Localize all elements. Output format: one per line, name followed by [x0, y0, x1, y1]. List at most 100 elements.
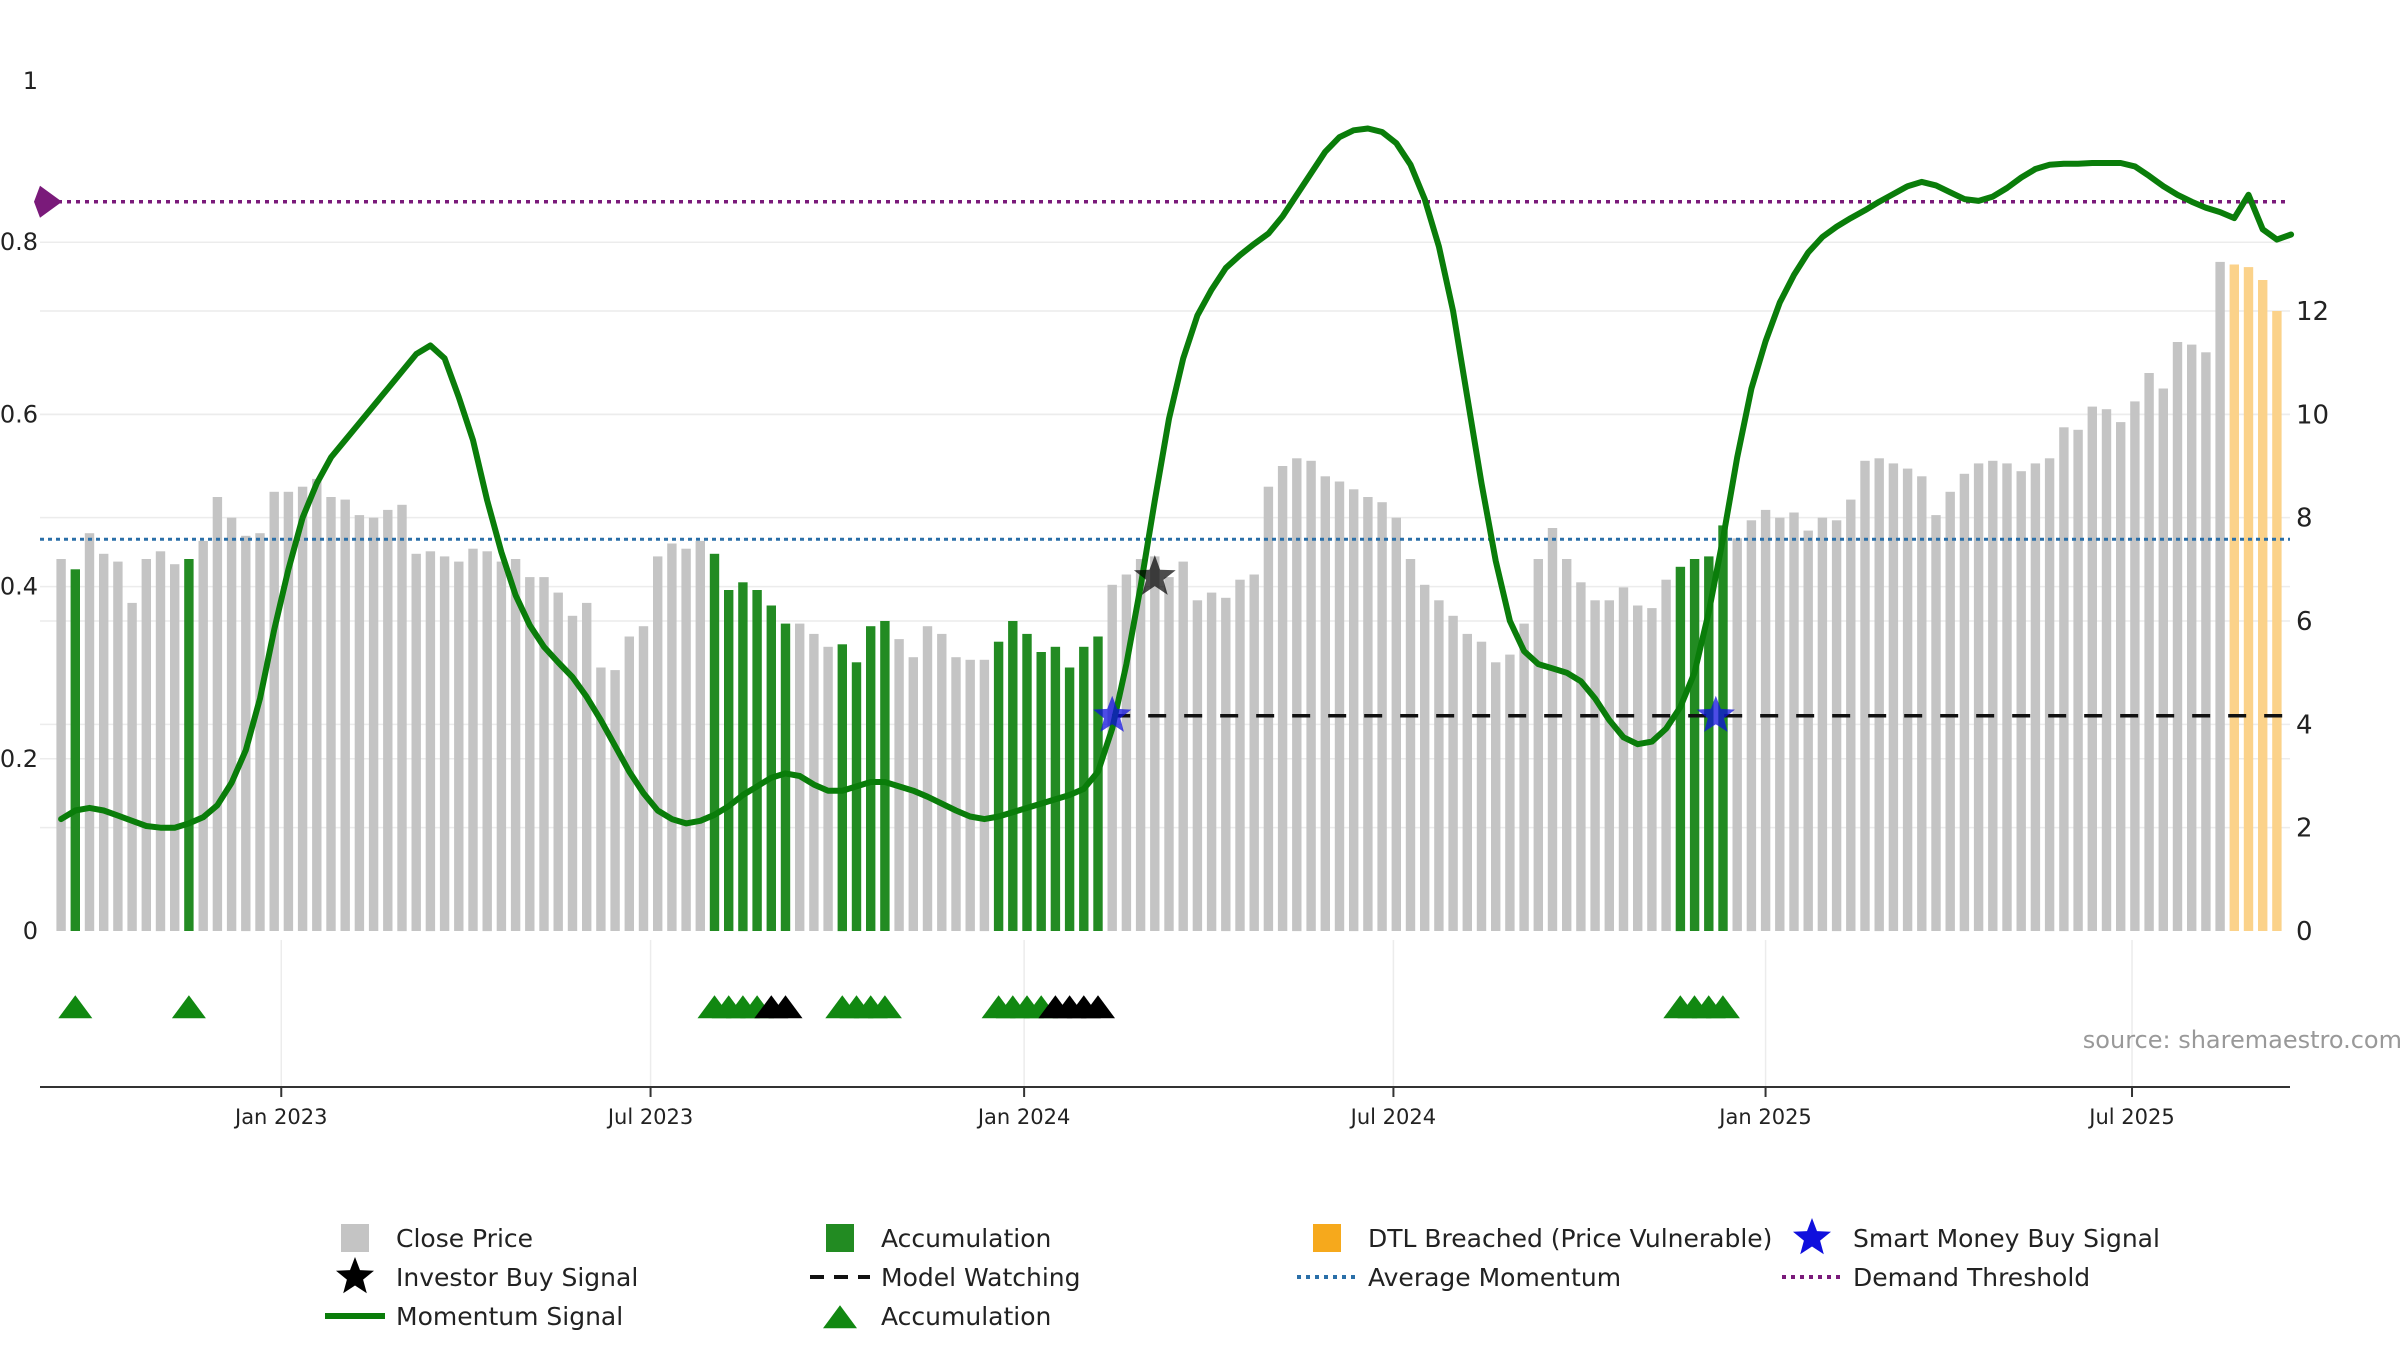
close-price-bar — [1661, 579, 1671, 931]
close-price-bar — [2002, 463, 2012, 931]
legend-label: Average Momentum — [1368, 1263, 1621, 1292]
legend-smart-money-star-icon — [1793, 1218, 1831, 1255]
legend-item[interactable]: Momentum Signal — [325, 1302, 623, 1331]
close-price-bar — [1931, 515, 1941, 931]
close-price-bar — [1547, 528, 1558, 931]
close-price-bar — [1562, 559, 1572, 931]
close-price-bar — [1391, 517, 1401, 931]
legend-accumulation-triangle-icon — [823, 1305, 857, 1329]
close-price-bar — [610, 670, 620, 931]
close-price-bar — [525, 577, 535, 931]
legend-item[interactable]: Accumulation — [823, 1302, 1051, 1331]
close-price-bar — [1775, 517, 1785, 931]
close-price-bar — [1192, 600, 1203, 931]
x-axis-tick-label: Jul 2024 — [1349, 1105, 1436, 1129]
close-price-bar — [1448, 615, 1458, 931]
close-price-bar — [1817, 517, 1828, 931]
close-price-bar — [368, 517, 379, 931]
right-axis-tick-label: 6 — [2296, 607, 2313, 637]
close-price-bar — [1945, 491, 1955, 931]
close-price-bar — [1292, 458, 1302, 932]
momentum-signal-line — [58, 125, 2295, 831]
close-price-bar — [1505, 654, 1515, 931]
close-price-bar — [510, 559, 521, 931]
close-price-bar — [1732, 538, 1742, 931]
x-axis-tick-label: Jan 2025 — [1717, 1105, 1812, 1129]
close-price-bar — [297, 486, 308, 931]
close-price-bar — [1121, 574, 1132, 931]
close-price-bar — [1206, 592, 1217, 931]
legend-label: Close Price — [396, 1224, 533, 1253]
x-axis-tick-label: Jul 2023 — [606, 1105, 693, 1129]
smart-money-buy-star — [1696, 695, 1735, 732]
close-price-bar — [1277, 466, 1288, 931]
legend-item[interactable]: Model Watching — [810, 1263, 1081, 1292]
accumulation-triangle-row — [58, 995, 1740, 1019]
demand-threshold-marker — [34, 185, 62, 218]
close-price-bar — [226, 517, 237, 931]
legend-swatch-accumulation — [826, 1224, 854, 1252]
close-price-bar — [2172, 342, 2183, 931]
close-price-bar — [1349, 489, 1359, 932]
legend-label: DTL Breached (Price Vulnerable) — [1368, 1224, 1772, 1253]
close-price-bar — [255, 533, 265, 931]
legend-label: Investor Buy Signal — [396, 1263, 638, 1292]
x-axis-tick-label: Jul 2025 — [2087, 1105, 2174, 1129]
close-price-bar — [1249, 574, 1259, 931]
legend-investor-star-icon — [336, 1257, 374, 1294]
legend-item[interactable]: Average Momentum — [1297, 1263, 1621, 1292]
legend-item[interactable]: DTL Breached (Price Vulnerable) — [1313, 1224, 1772, 1253]
legend-item[interactable]: Accumulation — [826, 1224, 1051, 1253]
close-price-bar — [1107, 584, 1117, 931]
accumulation-bar — [993, 641, 1004, 931]
accumulation-bar — [1036, 652, 1046, 931]
close-price-bar — [241, 535, 251, 932]
close-price-bar — [1746, 520, 1757, 932]
left-axis-tick-label: 0.8 — [0, 228, 38, 256]
accumulation-bar — [709, 553, 720, 931]
close-price-bar — [695, 540, 705, 931]
accumulation-bar — [1093, 636, 1103, 931]
legend-label: Demand Threshold — [1853, 1263, 2090, 1292]
close-price-bar — [1306, 460, 1316, 931]
accumulation-bar — [866, 626, 876, 931]
close-price-bar — [596, 667, 606, 931]
legend-label: Smart Money Buy Signal — [1853, 1224, 2160, 1253]
close-price-bar — [468, 548, 478, 931]
accumulation-bar — [1008, 621, 1018, 931]
close-price-bar — [681, 548, 691, 931]
close-price-bar — [1917, 476, 1927, 931]
accumulation-bar — [752, 590, 762, 931]
close-price-bar — [553, 592, 563, 931]
close-price-bar — [1988, 460, 1998, 931]
close-price-bar — [1320, 476, 1330, 931]
close-price-bar — [1405, 559, 1416, 931]
accumulation-bar — [780, 623, 791, 931]
close-price-bar — [2201, 352, 2211, 931]
bars-layer — [56, 261, 2282, 932]
close-price-bar — [653, 556, 663, 931]
close-price-bar — [1476, 641, 1487, 931]
dtl-breached-bar — [2258, 280, 2268, 931]
legend-item[interactable]: Smart Money Buy Signal — [1793, 1218, 2160, 1255]
close-price-bar — [283, 491, 294, 931]
close-price-bar — [979, 659, 990, 932]
close-price-bar — [2030, 463, 2041, 931]
legend-item[interactable]: Investor Buy Signal — [336, 1257, 638, 1294]
legend-item[interactable]: Close Price — [341, 1224, 533, 1253]
close-price-bar — [170, 564, 180, 931]
dtl-breached-bar — [2272, 311, 2282, 931]
close-price-bar — [439, 556, 450, 931]
close-price-bar — [2187, 344, 2197, 932]
close-price-bar — [127, 602, 137, 931]
legend-item[interactable]: Demand Threshold — [1782, 1263, 2090, 1292]
close-price-bar — [582, 602, 592, 931]
close-price-bar — [198, 540, 208, 931]
close-price-bar — [84, 533, 95, 931]
close-price-bar — [1846, 499, 1856, 931]
close-price-bar — [212, 497, 223, 931]
close-price-bar — [1221, 597, 1231, 932]
accumulation-triangle-green — [1705, 995, 1740, 1019]
close-price-bar — [1633, 605, 1643, 931]
